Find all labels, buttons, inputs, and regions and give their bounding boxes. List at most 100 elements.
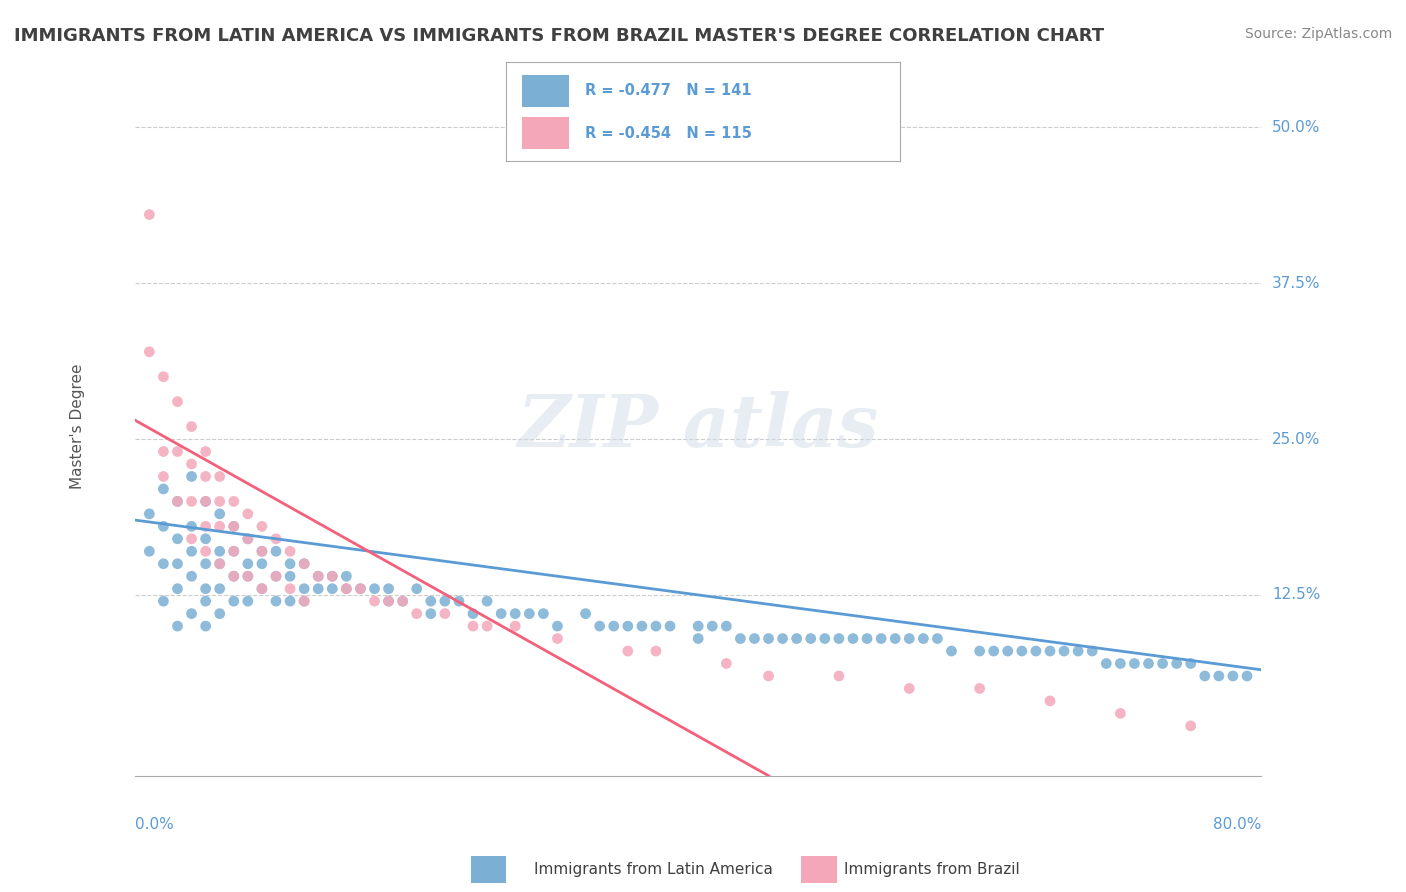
Text: 37.5%: 37.5% bbox=[1272, 276, 1320, 291]
Point bbox=[250, 519, 273, 533]
Point bbox=[786, 632, 808, 646]
Point bbox=[419, 594, 441, 608]
Point bbox=[208, 582, 231, 596]
Point bbox=[475, 594, 498, 608]
Point bbox=[152, 482, 174, 496]
Point bbox=[1194, 669, 1216, 683]
Point bbox=[264, 569, 287, 583]
Point bbox=[138, 344, 160, 359]
Point bbox=[842, 632, 865, 646]
FancyBboxPatch shape bbox=[522, 118, 569, 149]
Point bbox=[688, 619, 710, 633]
Point bbox=[236, 569, 259, 583]
Point bbox=[377, 582, 399, 596]
Point bbox=[688, 632, 710, 646]
Point bbox=[433, 594, 456, 608]
Point bbox=[814, 632, 837, 646]
Point bbox=[166, 444, 188, 458]
Point bbox=[278, 544, 301, 558]
Point bbox=[1180, 657, 1202, 671]
Point bbox=[166, 494, 188, 508]
Point bbox=[194, 494, 217, 508]
Point bbox=[222, 569, 245, 583]
Point bbox=[180, 607, 202, 621]
Text: R = -0.454   N = 115: R = -0.454 N = 115 bbox=[585, 126, 752, 141]
Point bbox=[391, 594, 413, 608]
Text: Immigrants from Brazil: Immigrants from Brazil bbox=[844, 863, 1019, 877]
Point bbox=[603, 619, 626, 633]
Point bbox=[1081, 644, 1104, 658]
Point bbox=[884, 632, 907, 646]
Point bbox=[250, 582, 273, 596]
Point bbox=[433, 607, 456, 621]
Point bbox=[461, 619, 484, 633]
Point bbox=[363, 582, 385, 596]
Point bbox=[1067, 644, 1090, 658]
Point bbox=[349, 582, 371, 596]
Point bbox=[1109, 657, 1132, 671]
Point bbox=[517, 607, 540, 621]
Point bbox=[870, 632, 893, 646]
Text: 80.0%: 80.0% bbox=[1213, 817, 1261, 832]
Point bbox=[180, 569, 202, 583]
Point bbox=[236, 507, 259, 521]
Point bbox=[912, 632, 935, 646]
Point bbox=[716, 619, 738, 633]
Point bbox=[1180, 719, 1202, 733]
Point bbox=[335, 569, 357, 583]
Point bbox=[208, 557, 231, 571]
Point bbox=[208, 607, 231, 621]
Point bbox=[1123, 657, 1146, 671]
Point bbox=[292, 594, 315, 608]
Point bbox=[264, 594, 287, 608]
Point bbox=[461, 607, 484, 621]
Point bbox=[152, 594, 174, 608]
Point bbox=[702, 619, 724, 633]
Text: Source: ZipAtlas.com: Source: ZipAtlas.com bbox=[1244, 27, 1392, 41]
Point bbox=[166, 394, 188, 409]
Point bbox=[152, 519, 174, 533]
Point bbox=[377, 594, 399, 608]
Point bbox=[927, 632, 949, 646]
Point bbox=[405, 607, 427, 621]
Point bbox=[152, 557, 174, 571]
Point bbox=[969, 681, 991, 696]
Point bbox=[166, 532, 188, 546]
Point bbox=[744, 632, 766, 646]
Point bbox=[208, 494, 231, 508]
Point bbox=[321, 582, 343, 596]
Point bbox=[264, 532, 287, 546]
Point bbox=[645, 644, 668, 658]
Point bbox=[180, 519, 202, 533]
Point bbox=[828, 669, 851, 683]
Point bbox=[180, 469, 202, 483]
Point bbox=[758, 632, 780, 646]
Point bbox=[898, 632, 921, 646]
Point bbox=[194, 519, 217, 533]
Point bbox=[292, 557, 315, 571]
Point bbox=[194, 444, 217, 458]
Point bbox=[489, 607, 512, 621]
Point bbox=[631, 619, 654, 633]
Point bbox=[236, 594, 259, 608]
Point bbox=[419, 607, 441, 621]
Point bbox=[250, 582, 273, 596]
Point bbox=[800, 632, 823, 646]
Point bbox=[264, 569, 287, 583]
Point bbox=[166, 557, 188, 571]
Point bbox=[152, 469, 174, 483]
Point bbox=[236, 532, 259, 546]
Point bbox=[969, 644, 991, 658]
Point bbox=[1025, 644, 1047, 658]
Point bbox=[1109, 706, 1132, 721]
Point bbox=[335, 582, 357, 596]
Point bbox=[222, 519, 245, 533]
Point bbox=[194, 594, 217, 608]
Point bbox=[222, 594, 245, 608]
Point bbox=[208, 469, 231, 483]
Point bbox=[180, 457, 202, 471]
Point bbox=[716, 657, 738, 671]
FancyBboxPatch shape bbox=[522, 75, 569, 106]
Point bbox=[307, 569, 329, 583]
Point bbox=[983, 644, 1005, 658]
